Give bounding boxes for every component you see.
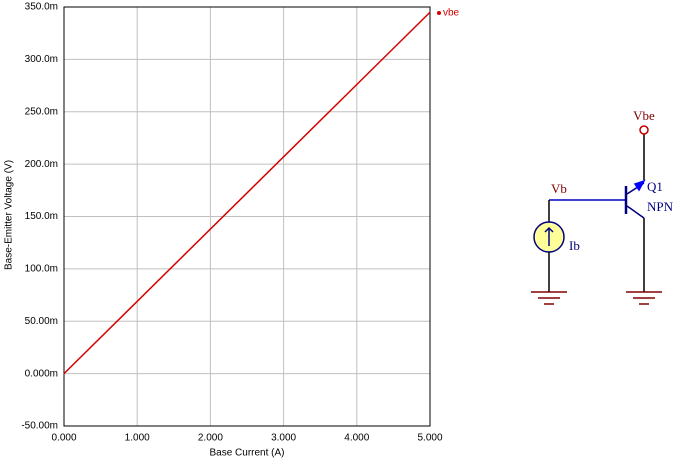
data-line [63, 11, 431, 375]
plot-frame [63, 6, 431, 427]
terminal [639, 125, 649, 135]
y-tick-label: -50.00m [21, 421, 58, 432]
y-tick-label: 100.0m [25, 264, 58, 275]
y-tick-label: 300.0m [25, 54, 58, 65]
x-tick-label: 0.000 [51, 433, 76, 444]
y-tick-label: 200.0m [25, 159, 58, 170]
y-tick-label: 350.0m [25, 2, 58, 13]
schematic: Vbe Vb Q1 NPN Ib [531, 108, 674, 305]
y-tick-label: 50.00m [25, 316, 58, 327]
legend-marker [437, 11, 441, 15]
x-tick-label: 2.000 [198, 433, 223, 444]
y-tick-label: 150.0m [25, 211, 58, 222]
part-label: Ib [569, 238, 580, 253]
arrow [633, 179, 646, 192]
node-label: Vbe [633, 108, 655, 123]
y-tick-label: 250.0m [25, 106, 58, 117]
legend-label: vbe [443, 8, 460, 19]
emitter [626, 205, 645, 219]
node-label: Vb [551, 181, 567, 196]
x-tick-label: 1.000 [125, 433, 150, 444]
y-axis-title: Base-Emitter Voltage (V) [4, 160, 15, 270]
source-arrow [544, 226, 554, 233]
ground [531, 291, 662, 305]
x-tick-label: 4.000 [344, 433, 369, 444]
x-tick-label: 5.000 [417, 433, 442, 444]
part-label: Q1 [647, 179, 663, 194]
x-axis-title: Base Current (A) [209, 448, 284, 459]
part-label: NPN [647, 199, 674, 214]
y-tick-label: 0.000m [25, 368, 58, 379]
x-tick-label: 3.000 [271, 433, 296, 444]
